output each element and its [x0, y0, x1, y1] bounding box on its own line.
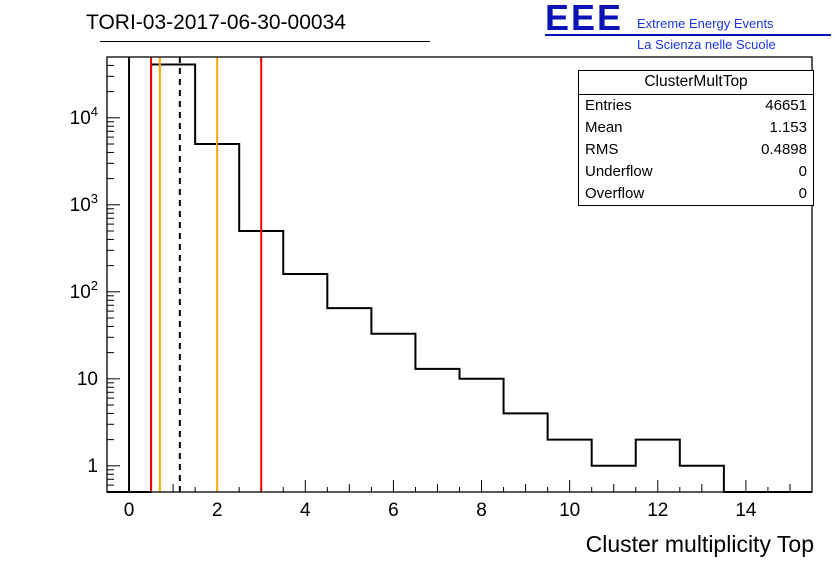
- y-tick-label: 104: [70, 104, 98, 129]
- histogram-outline: [107, 63, 812, 493]
- x-tick-label: 8: [476, 500, 487, 521]
- stats-box-title: ClusterMultTop: [579, 71, 813, 95]
- y-tick-label: 1: [87, 456, 98, 477]
- x-tick-label: 12: [647, 500, 668, 521]
- x-tick-label: 6: [388, 500, 399, 521]
- x-tick-label: 2: [212, 500, 223, 521]
- x-tick-label: 4: [300, 500, 311, 521]
- stats-row-underflow: Underflow 0: [585, 163, 807, 180]
- eee-logo-text-line1: Extreme Energy Events: [637, 16, 774, 31]
- eee-logo: EEE Extreme Energy Events La Scienza nel…: [545, 0, 831, 52]
- eee-logo-text-line2: La Scienza nelle Scuole: [637, 37, 776, 52]
- stats-box: ClusterMultTop Entries 46651 Mean 1.153 …: [578, 70, 814, 206]
- y-tick-label: 102: [70, 278, 98, 303]
- stats-row-overflow: Overflow 0: [585, 185, 807, 202]
- eee-logo-underline: [545, 34, 831, 36]
- x-tick-label: 10: [559, 500, 580, 521]
- y-tick-label: 10: [77, 369, 98, 390]
- title-pave-border: [100, 41, 430, 42]
- x-tick-label: 0: [124, 500, 135, 521]
- y-tick-label: 103: [70, 191, 98, 216]
- x-tick-label: 14: [735, 500, 757, 521]
- stats-row-entries: Entries 46651: [585, 97, 807, 114]
- eee-logo-letters: EEE: [545, 0, 624, 38]
- x-axis-title: Cluster multiplicity Top: [585, 531, 814, 557]
- page-title: TORI-03-2017-06-30-00034: [86, 11, 346, 34]
- stats-row-mean: Mean 1.153: [585, 119, 807, 136]
- plot-frame: [106, 56, 813, 493]
- stats-row-rms: RMS 0.4898: [585, 141, 807, 158]
